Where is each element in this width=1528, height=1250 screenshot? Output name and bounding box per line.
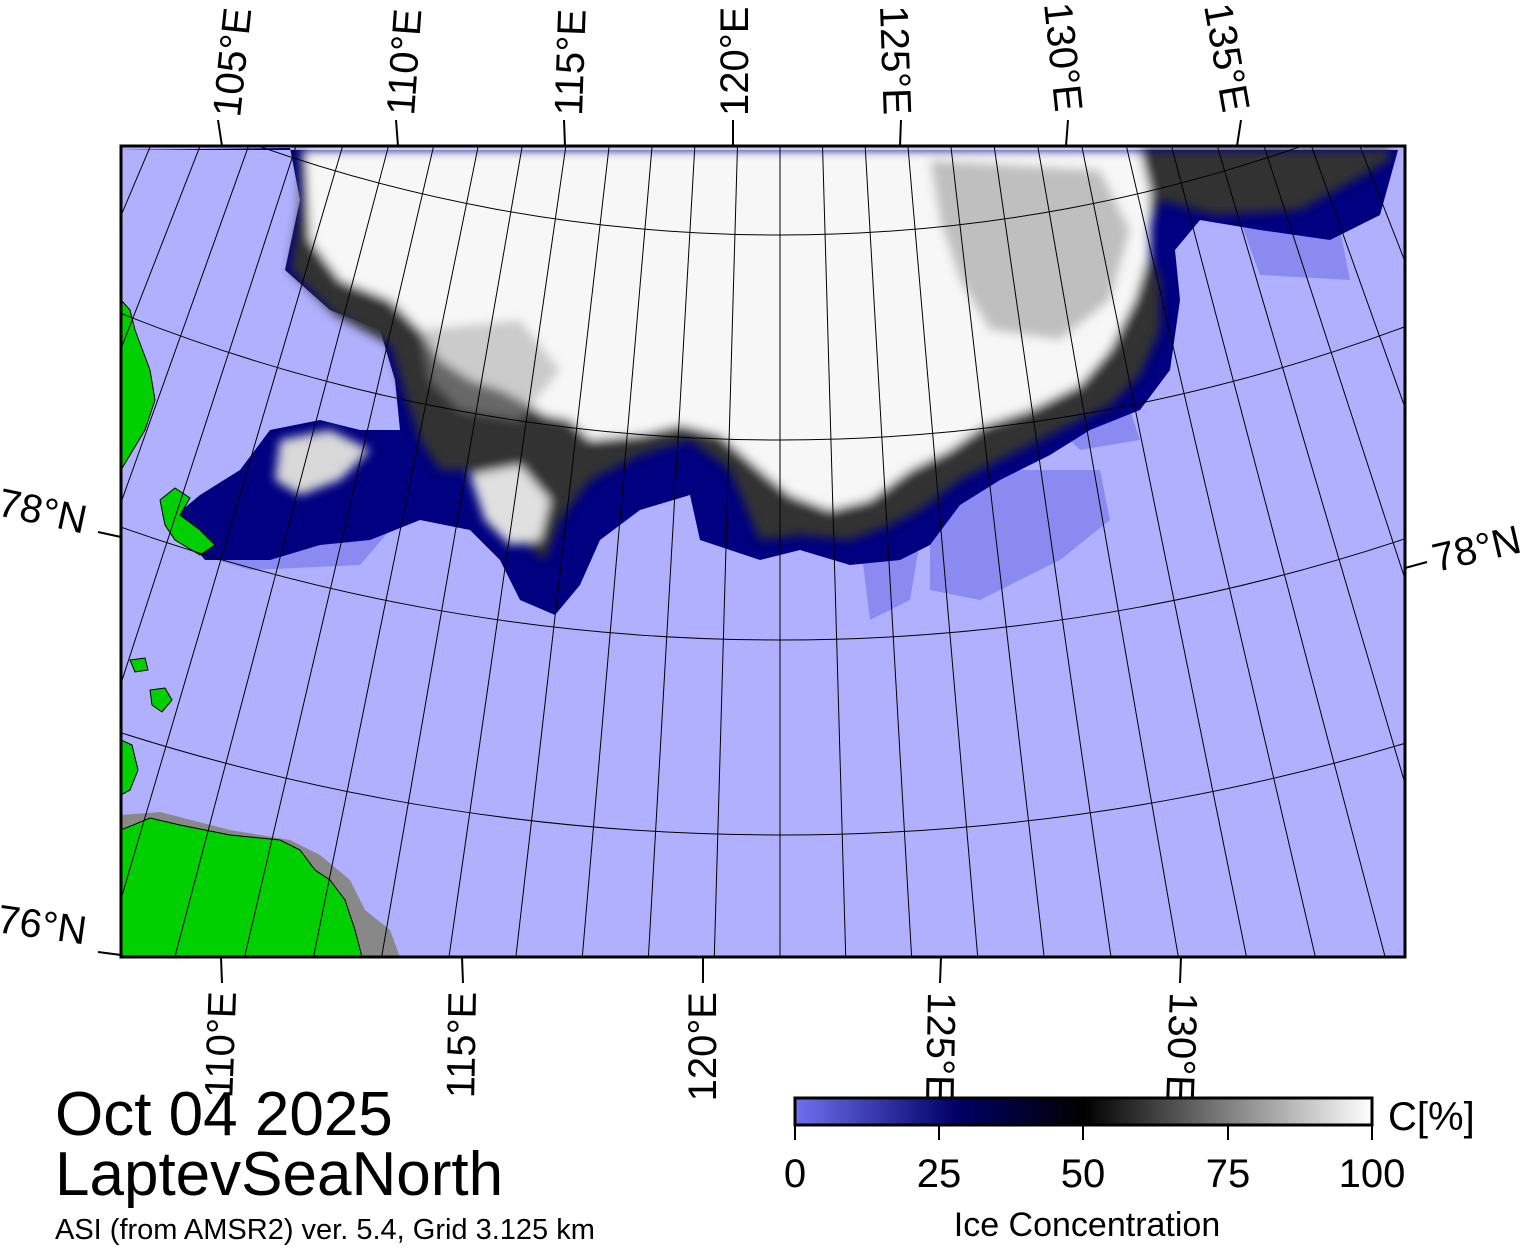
lon-label-bottom-125: 125°E — [917, 992, 963, 1102]
lon-label-top-110: 110°E — [379, 7, 430, 116]
meridian-line — [1484, 0, 1528, 761]
lat-label-right-78: 78°N — [1428, 518, 1525, 581]
meridian-line — [950, 146, 1045, 957]
map-area — [0, 0, 1528, 957]
date-label: Oct 04 2025 — [55, 1080, 393, 1149]
product-label: ASI (from AMSR2) ver. 5.4, Grid 3.125 km — [55, 1214, 595, 1246]
colorbar-gradient — [793, 1096, 1374, 1127]
meridian-line — [1125, 146, 1316, 957]
ice-floe-west — [275, 430, 370, 495]
meridian-line — [907, 146, 979, 957]
colorbar-tick-label-75: 75 — [1206, 1152, 1251, 1196]
meridian-line — [0, 0, 76, 761]
colorbar-ticks — [794, 1125, 1373, 1140]
meridian-line — [1453, 0, 1528, 799]
meridian-line — [174, 146, 390, 957]
top-lon-labels: 105°E 110°E 115°E 120°E 125°E 130°E 135°… — [205, 0, 1257, 119]
lon-label-bottom-120: 120°E — [681, 992, 725, 1101]
meridian-line — [1037, 146, 1179, 957]
colorbar-tick-label-0: 0 — [784, 1152, 806, 1196]
region-label: LaptevSeaNorth — [55, 1140, 504, 1209]
meridian-line — [0, 0, 107, 799]
meridian-line — [381, 146, 523, 957]
meridian-line — [1216, 146, 1405, 786]
lon-label-top-120: 120°E — [713, 7, 757, 116]
land-island-north — [121, 299, 156, 471]
ice-floe-central — [470, 465, 550, 545]
meridian-line — [121, 146, 297, 685]
ice-grey-mottling — [930, 160, 1130, 340]
meridian-line — [581, 146, 653, 957]
meridian-line — [448, 146, 567, 957]
map-frame — [119, 144, 1407, 959]
lon-label-top-105: 105°E — [205, 6, 260, 119]
colorbar-tick-label-50: 50 — [1061, 1152, 1106, 1196]
meridian-line — [1170, 146, 1386, 957]
colorbar: 0 25 50 75 100 C[%] Ice Concentration — [784, 1095, 1475, 1244]
land-taymyr — [121, 817, 363, 957]
ice-grey-mottling-2 — [420, 320, 560, 420]
colorbar-title: Ice Concentration — [954, 1206, 1221, 1244]
land-island-small-4 — [129, 657, 149, 673]
lat-label-left-78: 78°N — [0, 481, 91, 543]
frame-ticks — [97, 119, 1428, 984]
meridian-line — [713, 146, 738, 957]
bottom-lon-labels: 110°E 115°E 120°E 125°E 130°E — [197, 991, 1205, 1103]
meridian-line — [121, 146, 250, 505]
meridian-line — [993, 146, 1112, 957]
lon-label-top-115: 115°E — [547, 8, 595, 116]
land-island-small-2 — [149, 687, 173, 713]
colorbar-tick-label-100: 100 — [1339, 1152, 1406, 1196]
lon-label-top-125: 125°E — [871, 5, 919, 116]
meridian-line — [1388, 0, 1528, 870]
ice-pack-light — [305, 150, 1150, 510]
lon-label-bottom-110: 110°E — [197, 991, 245, 1099]
meridian-line — [0, 0, 140, 836]
meridian-line — [515, 146, 610, 957]
lat-label-left-76: 76°N — [0, 897, 89, 953]
lon-label-bottom-130: 130°E — [1157, 992, 1205, 1103]
meridian-line — [822, 146, 847, 957]
meridian-line — [1421, 0, 1528, 836]
lon-label-top-130: 130°E — [1035, 0, 1090, 113]
land — [121, 299, 400, 957]
meridian-line — [1263, 146, 1405, 581]
meridian-line — [0, 0, 45, 722]
meridian-line — [121, 146, 344, 901]
meridian-line — [312, 146, 479, 957]
meridian-line — [244, 146, 435, 957]
land-island-small-3 — [121, 739, 139, 796]
colorbar-unit: C[%] — [1388, 1095, 1475, 1139]
colorbar-tick-label-25: 25 — [917, 1152, 962, 1196]
lon-label-top-135: 135°E — [1195, 0, 1257, 115]
lon-label-bottom-115: 115°E — [439, 991, 485, 1098]
meridian-line — [1081, 146, 1248, 957]
graticule — [0, 0, 1528, 957]
